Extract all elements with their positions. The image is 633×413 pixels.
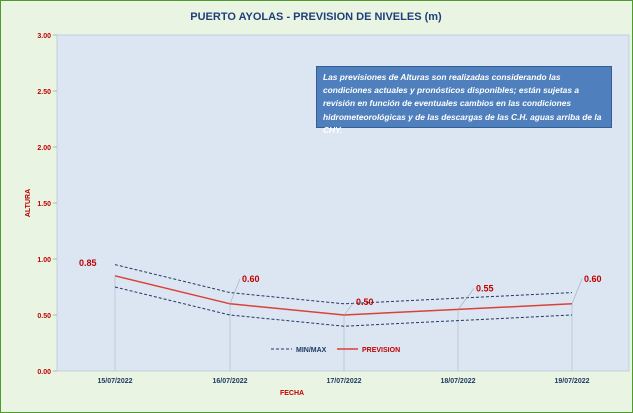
legend-label-prevision: PREVISION: [362, 347, 400, 354]
y-tick-label: 1.50: [37, 201, 51, 208]
y-tick-label: 0.00: [37, 369, 51, 376]
chart-title: PUERTO AYOLAS - PREVISION DE NIVELES (m): [190, 11, 442, 23]
data-label-leader: [343, 301, 355, 316]
x-tick-label: 19/07/2022: [554, 378, 589, 385]
series-line-max: [114, 264, 573, 305]
y-tick-label: 0.50: [37, 313, 51, 320]
series-line-min: [114, 286, 573, 327]
legend-label-minmax: MIN/MAX: [296, 347, 327, 354]
y-tick-label: 3.00: [37, 33, 51, 40]
x-axis-ticks: 15/07/2022 16/07/2022 17/07/2022 18/07/2022…: [97, 378, 589, 385]
data-labels: 0.85 0.60 0.50 0.55 0.60: [79, 258, 602, 316]
x-tick-label: 15/07/2022: [97, 378, 132, 385]
data-label: 0.60: [242, 274, 260, 284]
y-axis-ticks: 0.00 0.50 1.00 1.50 2.00 2.50 3.00: [37, 33, 57, 376]
data-label: 0.55: [476, 283, 494, 293]
x-tick-label: 16/07/2022: [212, 378, 247, 385]
y-axis-title: ALTURA: [25, 189, 32, 217]
legend: MIN/MAX PREVISION: [271, 347, 400, 354]
data-label: 0.60: [584, 274, 602, 284]
x-tick-label: 17/07/2022: [326, 378, 361, 385]
data-label-leader: [229, 278, 241, 304]
y-tick-label: 1.00: [37, 257, 51, 264]
data-label: 0.85: [79, 258, 97, 268]
data-label: 0.50: [356, 297, 374, 307]
x-tick-label: 18/07/2022: [440, 378, 475, 385]
data-label-leader: [571, 278, 583, 304]
forecast-disclaimer-note: Las previsiones de Alturas son realizada…: [316, 66, 612, 135]
x-axis-title: FECHA: [280, 390, 304, 397]
drop-lines: [114, 275, 573, 371]
data-label-leader: [457, 288, 475, 310]
y-tick-label: 2.50: [37, 89, 51, 96]
y-tick-label: 2.00: [37, 145, 51, 152]
